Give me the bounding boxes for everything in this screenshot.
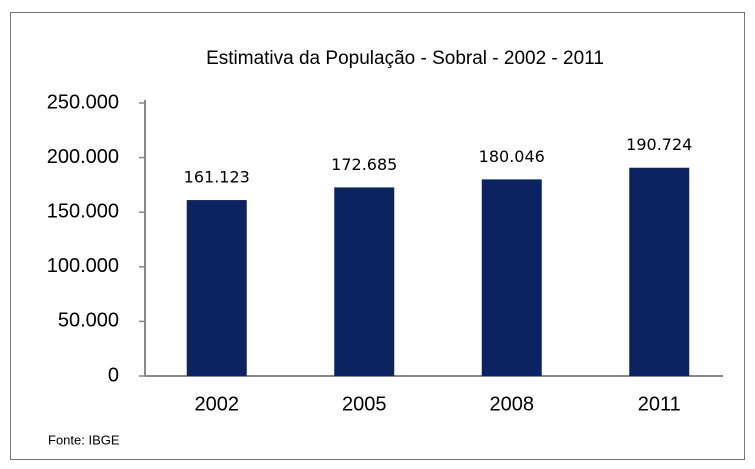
- bar: [481, 179, 542, 376]
- bar: [186, 200, 247, 376]
- x-tick-label: 2002: [195, 393, 240, 415]
- bar: [629, 167, 690, 376]
- x-tick-label: 2011: [638, 393, 681, 415]
- value-label: 172.685: [331, 155, 397, 174]
- x-tick-label: 2008: [490, 393, 535, 415]
- y-tick-label: 150.000: [47, 200, 119, 222]
- bar: [334, 187, 395, 376]
- y-tick-label: 250.000: [47, 91, 119, 113]
- chart-title: Estimativa da População - Sobral - 2002 …: [206, 48, 604, 69]
- value-label: 190.724: [626, 135, 692, 154]
- y-tick-label: 0: [108, 364, 119, 386]
- y-tick-label: 200.000: [47, 146, 119, 168]
- x-tick-label: 2005: [342, 393, 387, 415]
- source-note: Fonte: IBGE: [48, 432, 120, 447]
- value-label: 180.046: [479, 147, 545, 166]
- value-label: 161.123: [184, 168, 250, 187]
- y-tick-label: 100.000: [47, 255, 119, 277]
- y-tick-label: 50.000: [58, 310, 119, 332]
